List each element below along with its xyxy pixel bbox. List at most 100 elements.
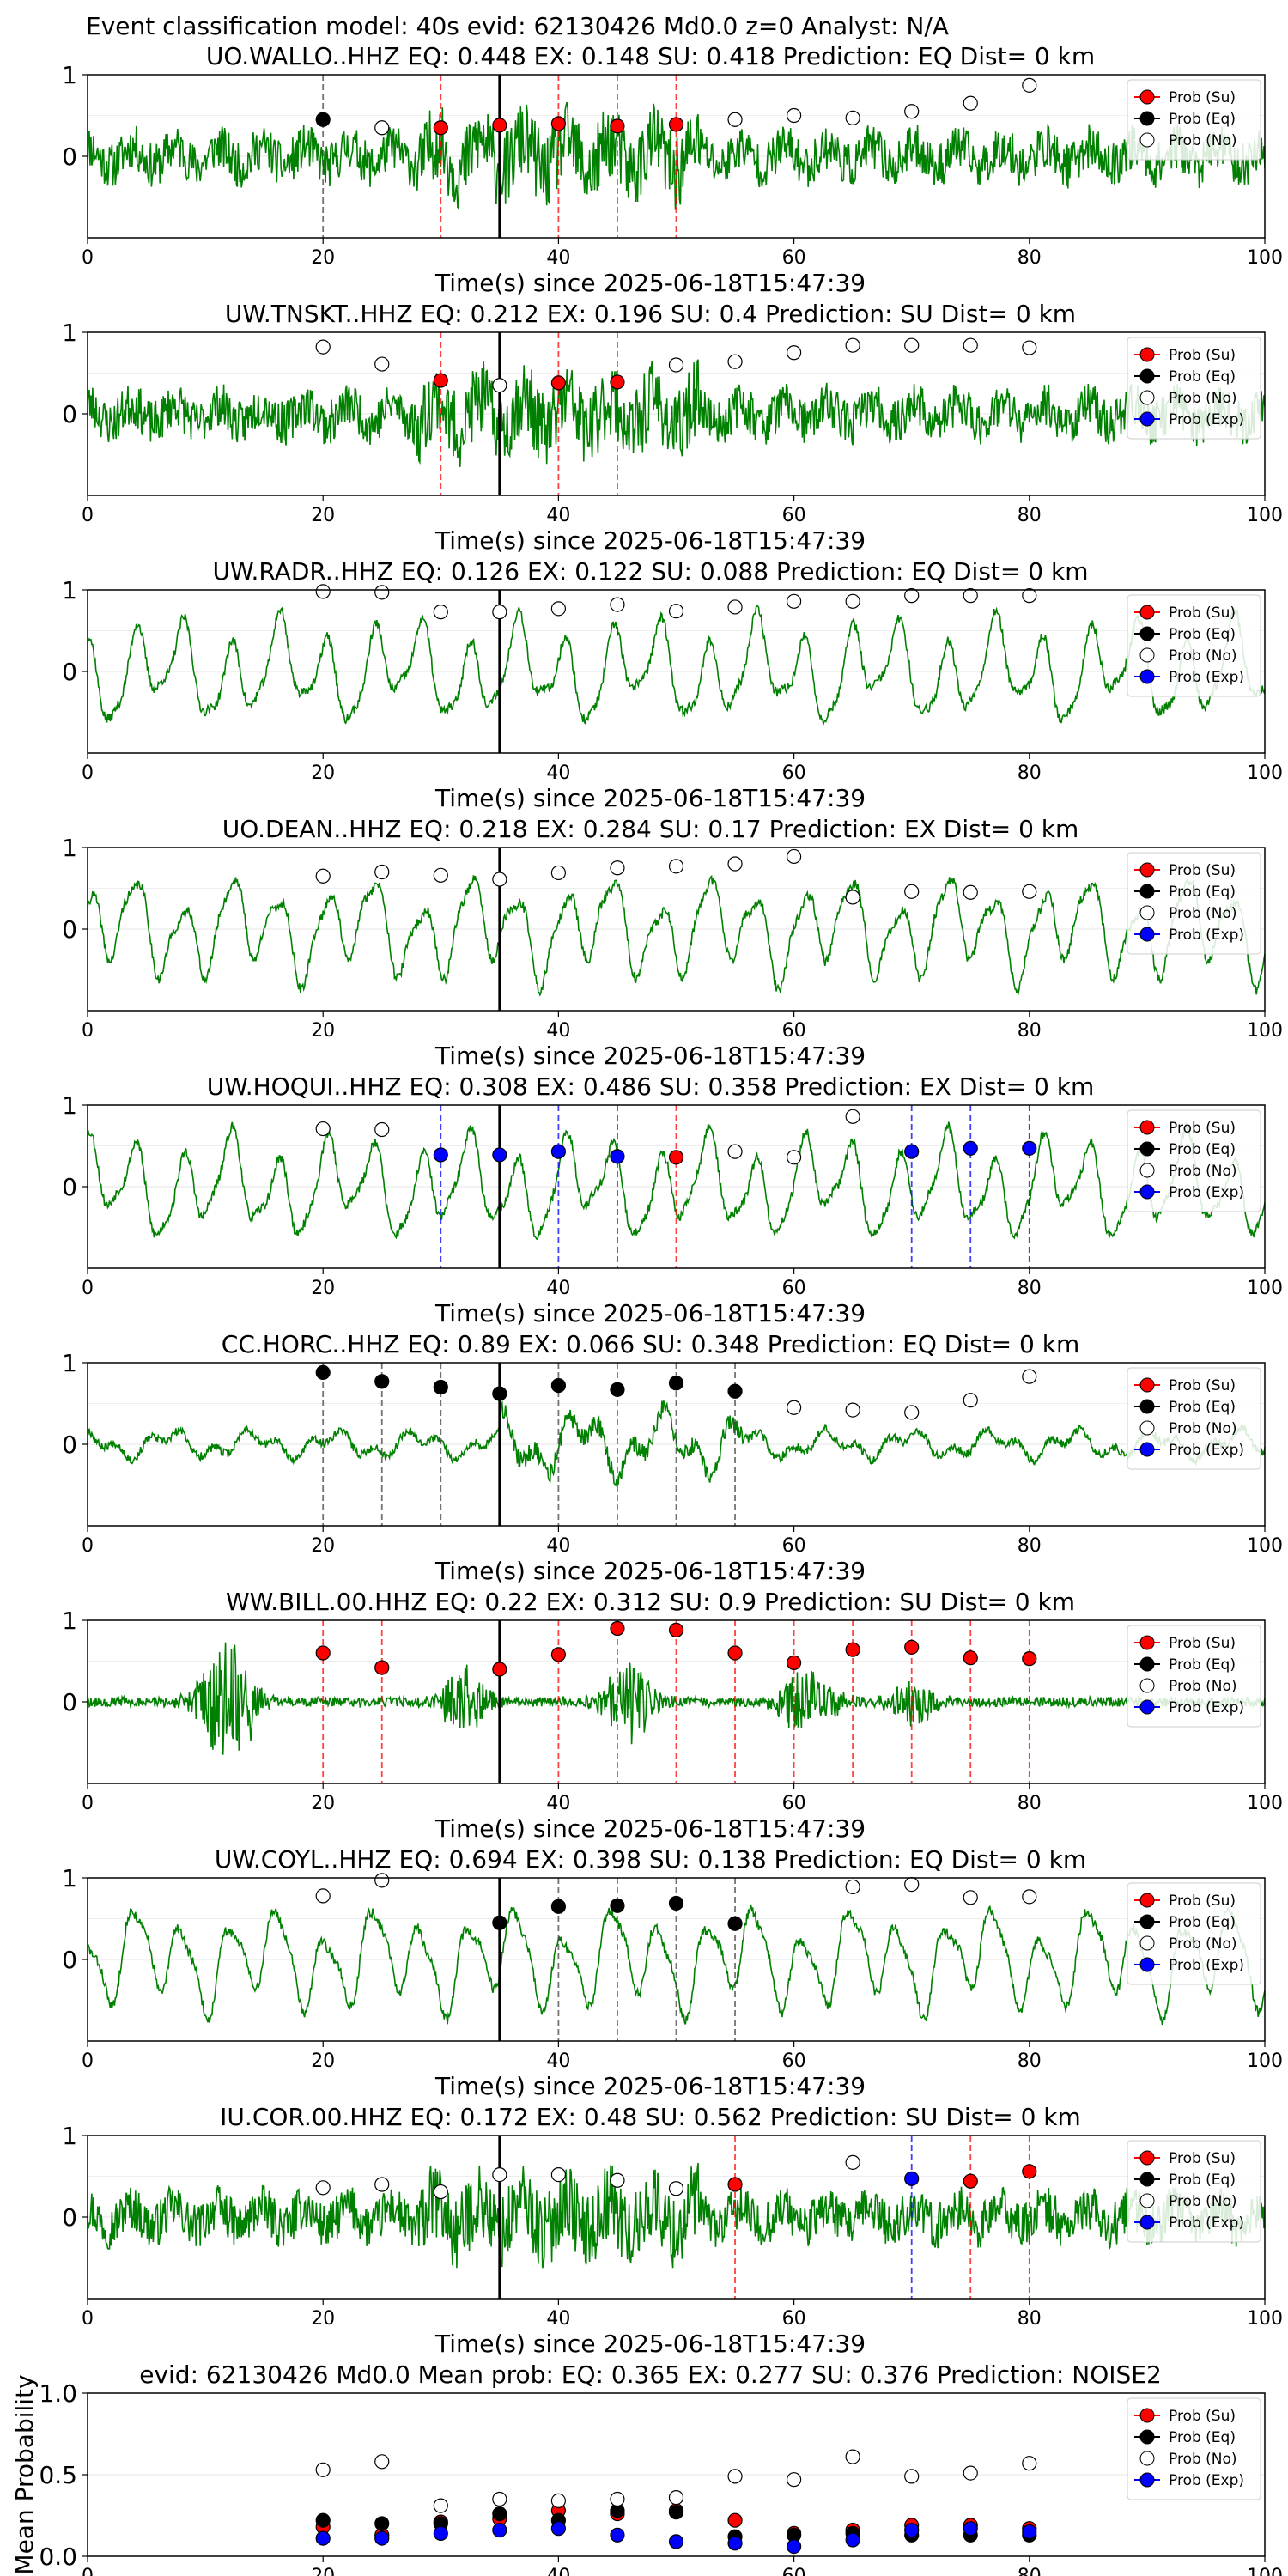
panel-title: UW.HOQUI..HHZ EQ: 0.308 EX: 0.486 SU: 0.… xyxy=(207,1072,1094,1101)
x-tick-label: 0 xyxy=(82,2566,94,2576)
prob-marker-no xyxy=(610,597,625,612)
plot-area xyxy=(88,75,1265,238)
prob-marker-no xyxy=(727,599,743,615)
prob-marker-no xyxy=(433,2184,448,2200)
legend-label: Prob (Su) xyxy=(1169,1120,1236,1137)
prob-marker-su xyxy=(668,117,684,132)
prob-marker-eq xyxy=(610,1382,625,1397)
x-axis-label: Time(s) since 2025-06-18T15:47:39 xyxy=(434,1557,866,1585)
prob-marker-eq xyxy=(610,1898,625,1913)
prob-marker-no xyxy=(315,1121,331,1137)
legend-label: Prob (No) xyxy=(1169,1163,1237,1180)
legend-label: Prob (Eq) xyxy=(1169,111,1236,128)
y-tick-label: 0 xyxy=(62,143,77,171)
x-axis-label: Time(s) since 2025-06-18T15:47:39 xyxy=(434,784,866,812)
legend-label: Prob (Eq) xyxy=(1169,884,1236,901)
prob-marker-su xyxy=(550,1647,567,1662)
prob-marker-no xyxy=(845,337,860,353)
x-tick-label: 60 xyxy=(782,247,806,269)
legend-label: Prob (No) xyxy=(1169,647,1237,665)
prob-marker-eq xyxy=(550,1377,567,1394)
x-tick-label: 80 xyxy=(1018,762,1042,784)
legend-marker-no xyxy=(1139,390,1155,405)
mean-marker-eq xyxy=(374,2516,390,2531)
x-tick-label: 60 xyxy=(782,1535,806,1557)
prob-marker-su xyxy=(492,118,507,133)
prob-marker-exp xyxy=(550,1144,567,1159)
y-tick-label: 0 xyxy=(62,658,77,686)
prob-marker-no xyxy=(492,2167,507,2183)
mean-marker-exp xyxy=(433,2525,448,2541)
prob-marker-no xyxy=(1022,77,1037,93)
x-tick-label: 20 xyxy=(311,1793,335,1814)
mean-marker-no xyxy=(315,2462,331,2477)
prob-marker-no xyxy=(374,356,390,372)
mean-marker-exp xyxy=(610,2527,625,2543)
prob-marker-su xyxy=(492,1662,507,1677)
y-tick-label: 1 xyxy=(62,576,77,605)
prob-marker-su xyxy=(1022,2164,1037,2179)
prob-marker-no xyxy=(904,337,920,353)
mean-marker-su xyxy=(727,2512,743,2528)
legend-label: Prob (Eq) xyxy=(1169,1914,1236,1931)
panel-title: IU.COR.00.HHZ EQ: 0.172 EX: 0.48 SU: 0.5… xyxy=(220,2103,1081,2131)
legend-box xyxy=(1127,852,1261,955)
y-tick-label: 1 xyxy=(62,319,77,347)
prob-marker-su xyxy=(786,1655,802,1671)
prob-marker-no xyxy=(492,378,507,393)
mean-marker-no xyxy=(727,2469,743,2484)
prob-marker-no xyxy=(963,588,978,604)
x-tick-label: 100 xyxy=(1247,762,1283,784)
legend-marker-exp xyxy=(1139,1442,1155,1457)
legend-box xyxy=(1127,1367,1261,1470)
legend-marker-no xyxy=(1139,1678,1155,1693)
y-tick-label: 1.0 xyxy=(39,2379,77,2408)
prob-marker-no xyxy=(610,860,625,876)
waveform-trace xyxy=(88,2162,1265,2269)
prob-marker-no xyxy=(315,1888,331,1904)
panel-station-4: UO.DEAN..HHZ EQ: 0.218 EX: 0.284 SU: 0.1… xyxy=(62,815,1283,1070)
plot-area xyxy=(88,1878,1265,2041)
x-tick-label: 40 xyxy=(546,2050,570,2072)
prob-marker-eq xyxy=(492,1915,507,1930)
prob-marker-su xyxy=(610,374,625,390)
mean-marker-exp xyxy=(550,2521,567,2537)
legend-label: Prob (Eq) xyxy=(1169,1399,1236,1416)
legend-marker-no xyxy=(1139,132,1155,148)
prob-marker-no xyxy=(963,884,978,900)
prob-marker-exp xyxy=(610,1149,625,1164)
legend-label: Prob (Su) xyxy=(1169,1635,1236,1652)
prob-marker-no xyxy=(963,1890,978,1905)
prob-marker-no xyxy=(845,593,860,609)
prob-marker-exp xyxy=(492,1147,507,1163)
prob-marker-su xyxy=(904,1639,920,1655)
mean-marker-exp xyxy=(492,2523,507,2538)
x-tick-label: 40 xyxy=(546,2308,570,2330)
legend-marker-eq xyxy=(1139,1141,1155,1157)
prob-marker-su xyxy=(374,1660,390,1675)
x-tick-label: 0 xyxy=(82,1793,94,1814)
x-tick-label: 80 xyxy=(1018,1535,1042,1557)
plot-area xyxy=(88,1105,1265,1268)
prob-marker-no xyxy=(315,868,331,884)
legend-label: Prob (Eq) xyxy=(1169,2172,1236,2189)
legend-marker-su xyxy=(1139,2408,1155,2423)
x-tick-label: 40 xyxy=(546,1020,570,1042)
legend-label: Prob (No) xyxy=(1169,2451,1237,2468)
prob-marker-no xyxy=(786,107,802,124)
panel-title: WW.BILL.00.HHZ EQ: 0.22 EX: 0.312 SU: 0.… xyxy=(226,1588,1075,1616)
prob-marker-no xyxy=(786,593,802,609)
x-tick-label: 0 xyxy=(82,1535,94,1557)
prob-marker-exp xyxy=(963,1140,978,1156)
x-axis-label: Time(s) since 2025-06-18T15:47:39 xyxy=(434,1299,866,1327)
panel-title: UW.COYL..HHZ EQ: 0.694 EX: 0.398 SU: 0.1… xyxy=(215,1845,1086,1874)
legend-label: Prob (No) xyxy=(1169,1678,1237,1695)
prob-marker-no xyxy=(786,345,802,361)
prob-marker-su xyxy=(610,118,625,134)
legend-marker-eq xyxy=(1139,2172,1155,2187)
x-tick-label: 60 xyxy=(782,2566,806,2576)
x-tick-label: 20 xyxy=(311,2566,335,2576)
legend-label: Prob (No) xyxy=(1169,132,1237,149)
x-tick-label: 100 xyxy=(1247,2050,1283,2072)
